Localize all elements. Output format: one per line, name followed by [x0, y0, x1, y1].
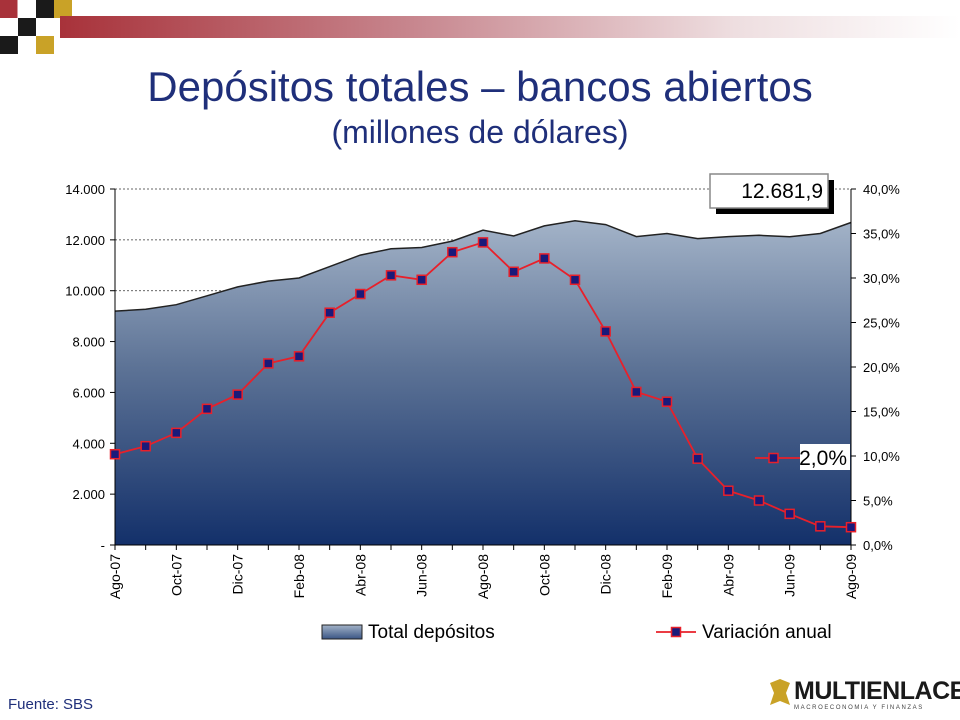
- y-right-tick-label: 40,0%: [863, 182, 900, 197]
- callout-variation-marker: [768, 452, 779, 464]
- y-left-tick-label: 4.000: [72, 436, 105, 451]
- y-left-tick-label: 12.000: [65, 233, 105, 248]
- decoration-square-red: [0, 0, 18, 18]
- slide-subtitle: (millones de dólares): [331, 114, 629, 150]
- x-tick-label: Abr-08: [352, 554, 368, 596]
- legend-area-swatch: [321, 624, 363, 640]
- header-gradient-bar: [60, 16, 960, 38]
- variacion-anual-point: [753, 495, 765, 506]
- x-tick-label: Feb-08: [291, 554, 307, 599]
- variacion-anual-point: [815, 521, 826, 532]
- variacion-anual-point: [324, 307, 335, 318]
- line-series-layer: [109, 237, 857, 533]
- variacion-anual-point: [293, 351, 305, 362]
- y-right-tick-label: 25,0%: [863, 316, 900, 331]
- variacion-anual-point: [661, 396, 673, 407]
- corner-decoration: [0, 0, 72, 54]
- decoration-square-black-3: [0, 36, 18, 54]
- legend-line-marker: [670, 626, 682, 638]
- decoration-square-black-2: [18, 18, 36, 36]
- variacion-anual-point: [263, 358, 274, 369]
- y-left-tick-label: 6.000: [72, 385, 105, 400]
- y-right-tick-label: 35,0%: [863, 227, 900, 242]
- variacion-anual-point: [109, 448, 121, 460]
- variacion-anual-point: [385, 270, 397, 281]
- legend: Total depósitos Variación anual: [321, 622, 832, 643]
- axes: - 2.000 4.000 6.000 8.000 10.000 12.000 14.000 0…: [65, 182, 900, 599]
- callout-total-box: [709, 173, 829, 209]
- variacion-anual-point: [631, 386, 642, 398]
- x-tick-label: Jun-08: [414, 554, 430, 597]
- variacion-anual-point: [171, 427, 182, 439]
- decoration-square-black: [36, 0, 54, 18]
- variacion-anual-point: [539, 253, 550, 264]
- variacion-anual-point: [692, 453, 703, 464]
- slide-title: Depósitos totales – bancos abiertos: [147, 63, 813, 110]
- y-right-tick-label: 0,0%: [863, 538, 893, 553]
- callouts: 12.681,9 2,0%: [709, 173, 850, 470]
- y-left-tick-label: 2.000: [72, 487, 105, 502]
- x-tick-label: Dic-08: [598, 554, 614, 595]
- x-tick-label: Abr-09: [720, 554, 736, 596]
- y-left-tick-label: 10.000: [65, 284, 105, 299]
- decoration-square-gold: [54, 0, 72, 18]
- variacion-anual-point: [232, 389, 243, 400]
- logo-name: MULTIENLACE: [794, 677, 960, 705]
- variacion-anual-point: [508, 266, 519, 278]
- multienlace-logo: MULTIENLACE MACROECONOMIA Y FINANZAS: [768, 677, 960, 717]
- y-left-tick-label: 14.000: [65, 182, 105, 197]
- x-tick-label: Ago-08: [475, 554, 491, 599]
- x-tick-label: Jun-09: [782, 554, 798, 597]
- x-tick-label: Ago-07: [107, 554, 123, 599]
- x-tick-label: Ago-09: [843, 554, 859, 599]
- variacion-anual-point: [447, 246, 458, 258]
- y-left-tick-label: 8.000: [72, 335, 105, 350]
- logo-tagline: MACROECONOMIA Y FINANZAS: [794, 705, 924, 711]
- variacion-anual-point: [416, 274, 427, 286]
- x-tick-label: Oct-08: [536, 554, 552, 596]
- decoration-square-white-2: [36, 18, 54, 36]
- source-note: Fuente: SBS: [8, 696, 94, 713]
- variacion-anual-point: [355, 288, 366, 300]
- x-tick-label: Dic-07: [230, 554, 246, 595]
- y-left-tick-label: -: [101, 538, 105, 553]
- title-block: Depósitos totales – bancos abiertos (mil…: [0, 62, 960, 152]
- total-depositos-outline: [114, 220, 852, 312]
- variacion-anual-point: [477, 237, 489, 248]
- area-series-layer: [114, 220, 852, 546]
- variacion-anual-point: [600, 326, 611, 337]
- decoration-square-gold-2: [36, 36, 54, 54]
- callout-variation-value: 2,0%: [799, 447, 847, 470]
- variacion-anual-point: [723, 485, 734, 496]
- y-right-tick-label: 5,0%: [863, 494, 893, 509]
- variacion-anual-point: [140, 440, 151, 452]
- y-right-tick-label: 15,0%: [863, 405, 900, 420]
- y-right-tick-label: 20,0%: [863, 360, 900, 375]
- logo-mark-icon: [770, 679, 790, 705]
- variacion-anual-point: [569, 274, 581, 286]
- y-right-tick-label: 10,0%: [863, 449, 900, 464]
- variacion-anual-point: [784, 508, 795, 520]
- variacion-anual-point: [845, 521, 857, 533]
- x-tick-label: Oct-07: [168, 554, 184, 596]
- legend-variation-label: Variación anual: [702, 622, 832, 643]
- variacion-anual-point: [201, 403, 213, 415]
- legend-total-label: Total depósitos: [368, 622, 495, 643]
- y-right-tick-label: 30,0%: [863, 271, 900, 286]
- callout-total-value: 12.681,9: [741, 180, 823, 203]
- callout-variation-box: [800, 444, 850, 470]
- total-depositos-area: [115, 220, 851, 546]
- x-tick-label: Feb-09: [659, 554, 675, 599]
- decoration-square-white-3: [18, 36, 36, 54]
